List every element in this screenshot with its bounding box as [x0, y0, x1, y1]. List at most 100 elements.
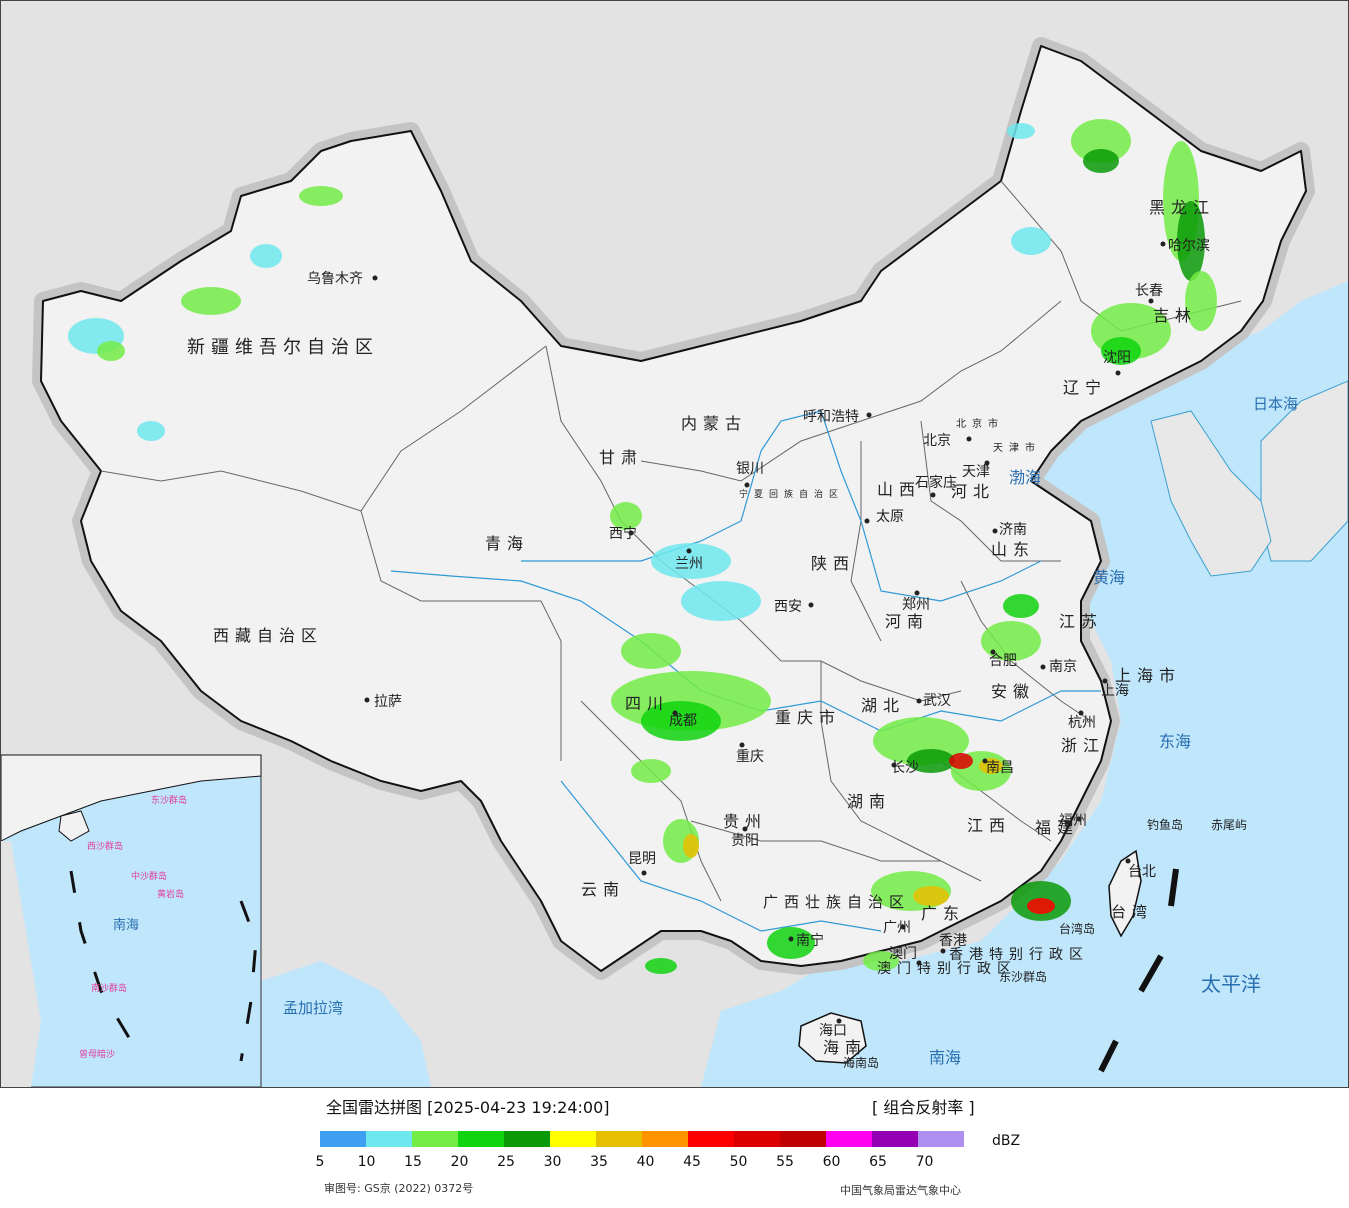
province-label: 重庆市: [775, 708, 841, 727]
colorbar-cell: [596, 1131, 642, 1147]
city-label: 贵阳: [731, 833, 759, 849]
city-marker: [372, 275, 378, 281]
province-label: 宁夏回族自治区: [739, 488, 844, 500]
city-label: 兰州: [675, 556, 703, 572]
radar-echo: [181, 287, 241, 315]
colorbar-cell: [320, 1131, 366, 1147]
province-label: 上海市: [1115, 666, 1181, 685]
south-china-sea-inset: [1, 754, 262, 1087]
colorbar-tick: 20: [450, 1154, 469, 1170]
city-marker: [1115, 370, 1121, 376]
radar-echo: [621, 633, 681, 669]
radar-echo: [610, 502, 642, 530]
colorbar-tick: 30: [543, 1154, 562, 1170]
radar-echo: [1027, 898, 1055, 914]
inset-island-label: 东沙群岛: [151, 794, 187, 806]
colorbar-cell: [734, 1131, 780, 1147]
unit-label: dBZ: [992, 1133, 1021, 1149]
city-marker: [916, 960, 922, 966]
city-marker: [788, 936, 794, 942]
island-label: 钓鱼岛: [1147, 817, 1183, 832]
city-marker: [1125, 858, 1131, 864]
city-marker: [1148, 298, 1154, 304]
inset-island-label: 曾母暗沙: [79, 1048, 115, 1060]
colorbar-tick: 40: [636, 1154, 655, 1170]
province-label: 西藏自治区: [213, 626, 323, 645]
city-label: 哈尔滨: [1168, 238, 1210, 254]
city-marker: [641, 870, 647, 876]
city-marker: [744, 482, 750, 488]
colorbar-tick: 70: [915, 1154, 934, 1170]
city-marker: [916, 698, 922, 704]
city-label: 长沙: [891, 760, 919, 776]
city-marker: [891, 762, 897, 768]
city-label: 西安: [774, 599, 802, 615]
province-label: 澳门特别行政区: [877, 961, 1017, 977]
province-label: 内蒙古: [681, 414, 747, 433]
province-label: 云南: [581, 880, 625, 899]
colorbar-tick: 10: [357, 1154, 376, 1170]
city-marker: [1040, 664, 1046, 670]
colorbar-tick: 15: [404, 1154, 422, 1170]
city-label: 乌鲁木齐: [307, 271, 363, 287]
province-label: 湖北: [861, 696, 905, 715]
producer-label: 中国气象局雷达气象中心: [840, 1184, 961, 1197]
radar-echo: [981, 621, 1041, 661]
radar-echo: [683, 834, 699, 858]
city-label: 杭州: [1068, 715, 1096, 731]
radar-echo: [1007, 123, 1035, 139]
city-marker: [672, 710, 678, 716]
radar-echo: [907, 749, 955, 773]
city-marker: [1160, 241, 1166, 247]
city-label: 台北: [1128, 864, 1156, 880]
colorbar-tick: 5: [315, 1154, 325, 1170]
product-name: [ 组合反射率 ]: [872, 1098, 975, 1117]
province-label: 山东: [991, 540, 1035, 559]
province-label: 浙江: [1061, 736, 1105, 755]
city-marker: [930, 492, 936, 498]
colorbar-cell: [458, 1131, 504, 1147]
province-label: 安徽: [991, 682, 1035, 701]
sea-label: 渤海: [1009, 468, 1041, 487]
city-label: 拉萨: [374, 694, 402, 710]
province-label: 台湾: [1111, 903, 1153, 921]
province-label: 海南: [823, 1038, 867, 1057]
sea-label: 太平洋: [1201, 972, 1261, 996]
province-label: 山西: [877, 480, 921, 499]
island-label: 台湾岛: [1059, 921, 1095, 936]
sea-label: 日本海: [1253, 395, 1298, 413]
radar-echo: [1083, 149, 1119, 173]
city-label: 沈阳: [1103, 350, 1131, 366]
radar-echo: [641, 701, 721, 741]
radar-echo: [631, 759, 671, 783]
colorbar-cell: [366, 1131, 412, 1147]
city-marker: [1078, 710, 1084, 716]
colorbar-tick: 60: [822, 1154, 841, 1170]
sea-label: 孟加拉湾: [283, 999, 343, 1017]
province-label: 贵州: [723, 812, 767, 831]
city-label: 重庆: [736, 749, 764, 765]
province-label: 辽宁: [1063, 378, 1107, 397]
radar-echo: [1071, 119, 1131, 163]
radar-map[interactable]: 乌鲁木齐 拉萨 西宁 兰州 银川 呼和浩特 北京 天津 石家庄 太原 济南 郑州 西安 合肥 南京 上海 杭州 武…: [0, 0, 1349, 1088]
radar-echo: [645, 958, 677, 974]
city-marker: [990, 649, 996, 655]
city-label: 武汉: [923, 693, 951, 709]
province-label: 湖南: [847, 792, 891, 811]
city-marker: [686, 548, 692, 554]
radar-echo: [1011, 227, 1051, 255]
inset-island-label: 西沙群岛: [87, 840, 123, 852]
province-label: 江苏: [1059, 612, 1103, 631]
city-label: 澳门: [889, 946, 917, 962]
city-marker: [966, 436, 972, 442]
colorbar-tick: 50: [729, 1154, 748, 1170]
taiwan-island: [1108, 849, 1142, 938]
province-label: 黑龙江: [1149, 198, 1215, 217]
province-label: 广西壮族自治区: [763, 893, 910, 911]
province-label: 福建: [1035, 818, 1079, 837]
inset-sea-label: 南海: [113, 917, 139, 933]
colorbar-tick: 25: [497, 1154, 515, 1170]
colorbar-cell: [642, 1131, 688, 1147]
city-marker: [914, 590, 920, 596]
inset-island-label: 南沙群岛: [91, 982, 127, 994]
